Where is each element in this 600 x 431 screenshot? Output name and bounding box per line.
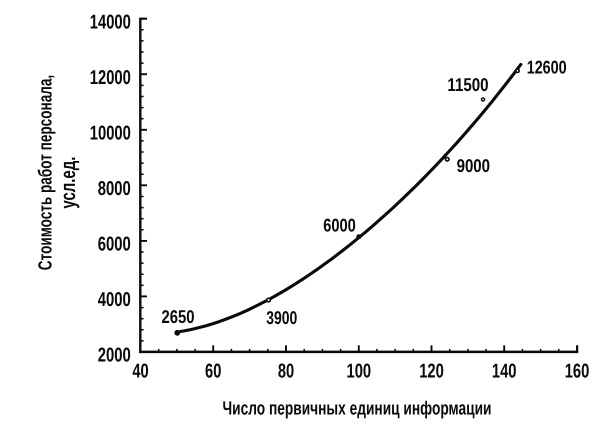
svg-text:120: 120 <box>419 361 444 383</box>
svg-text:80: 80 <box>278 361 294 383</box>
svg-text:9000: 9000 <box>457 155 490 176</box>
svg-text:10000: 10000 <box>90 123 131 145</box>
svg-text:4000: 4000 <box>98 289 131 311</box>
svg-text:14000: 14000 <box>90 11 131 33</box>
svg-text:2650: 2650 <box>162 306 195 327</box>
svg-text:140: 140 <box>492 361 517 383</box>
svg-text:60: 60 <box>205 361 221 383</box>
svg-text:Число первичных единиц информа: Число первичных единиц информации <box>223 399 492 420</box>
svg-text:3900: 3900 <box>266 307 297 328</box>
svg-text:6000: 6000 <box>323 215 356 236</box>
svg-text:Стоимость работ персонала,: Стоимость работ персонала, <box>36 75 57 270</box>
svg-text:40: 40 <box>132 361 148 383</box>
svg-text:11500: 11500 <box>447 74 488 95</box>
svg-text:2000: 2000 <box>98 345 131 367</box>
svg-text:усл.ед.: усл.ед. <box>57 157 80 209</box>
svg-text:12600: 12600 <box>527 56 567 77</box>
svg-text:12000: 12000 <box>90 67 131 89</box>
svg-text:160: 160 <box>565 361 590 383</box>
svg-text:100: 100 <box>347 361 372 383</box>
svg-text:8000: 8000 <box>98 178 131 200</box>
svg-text:6000: 6000 <box>98 234 131 256</box>
